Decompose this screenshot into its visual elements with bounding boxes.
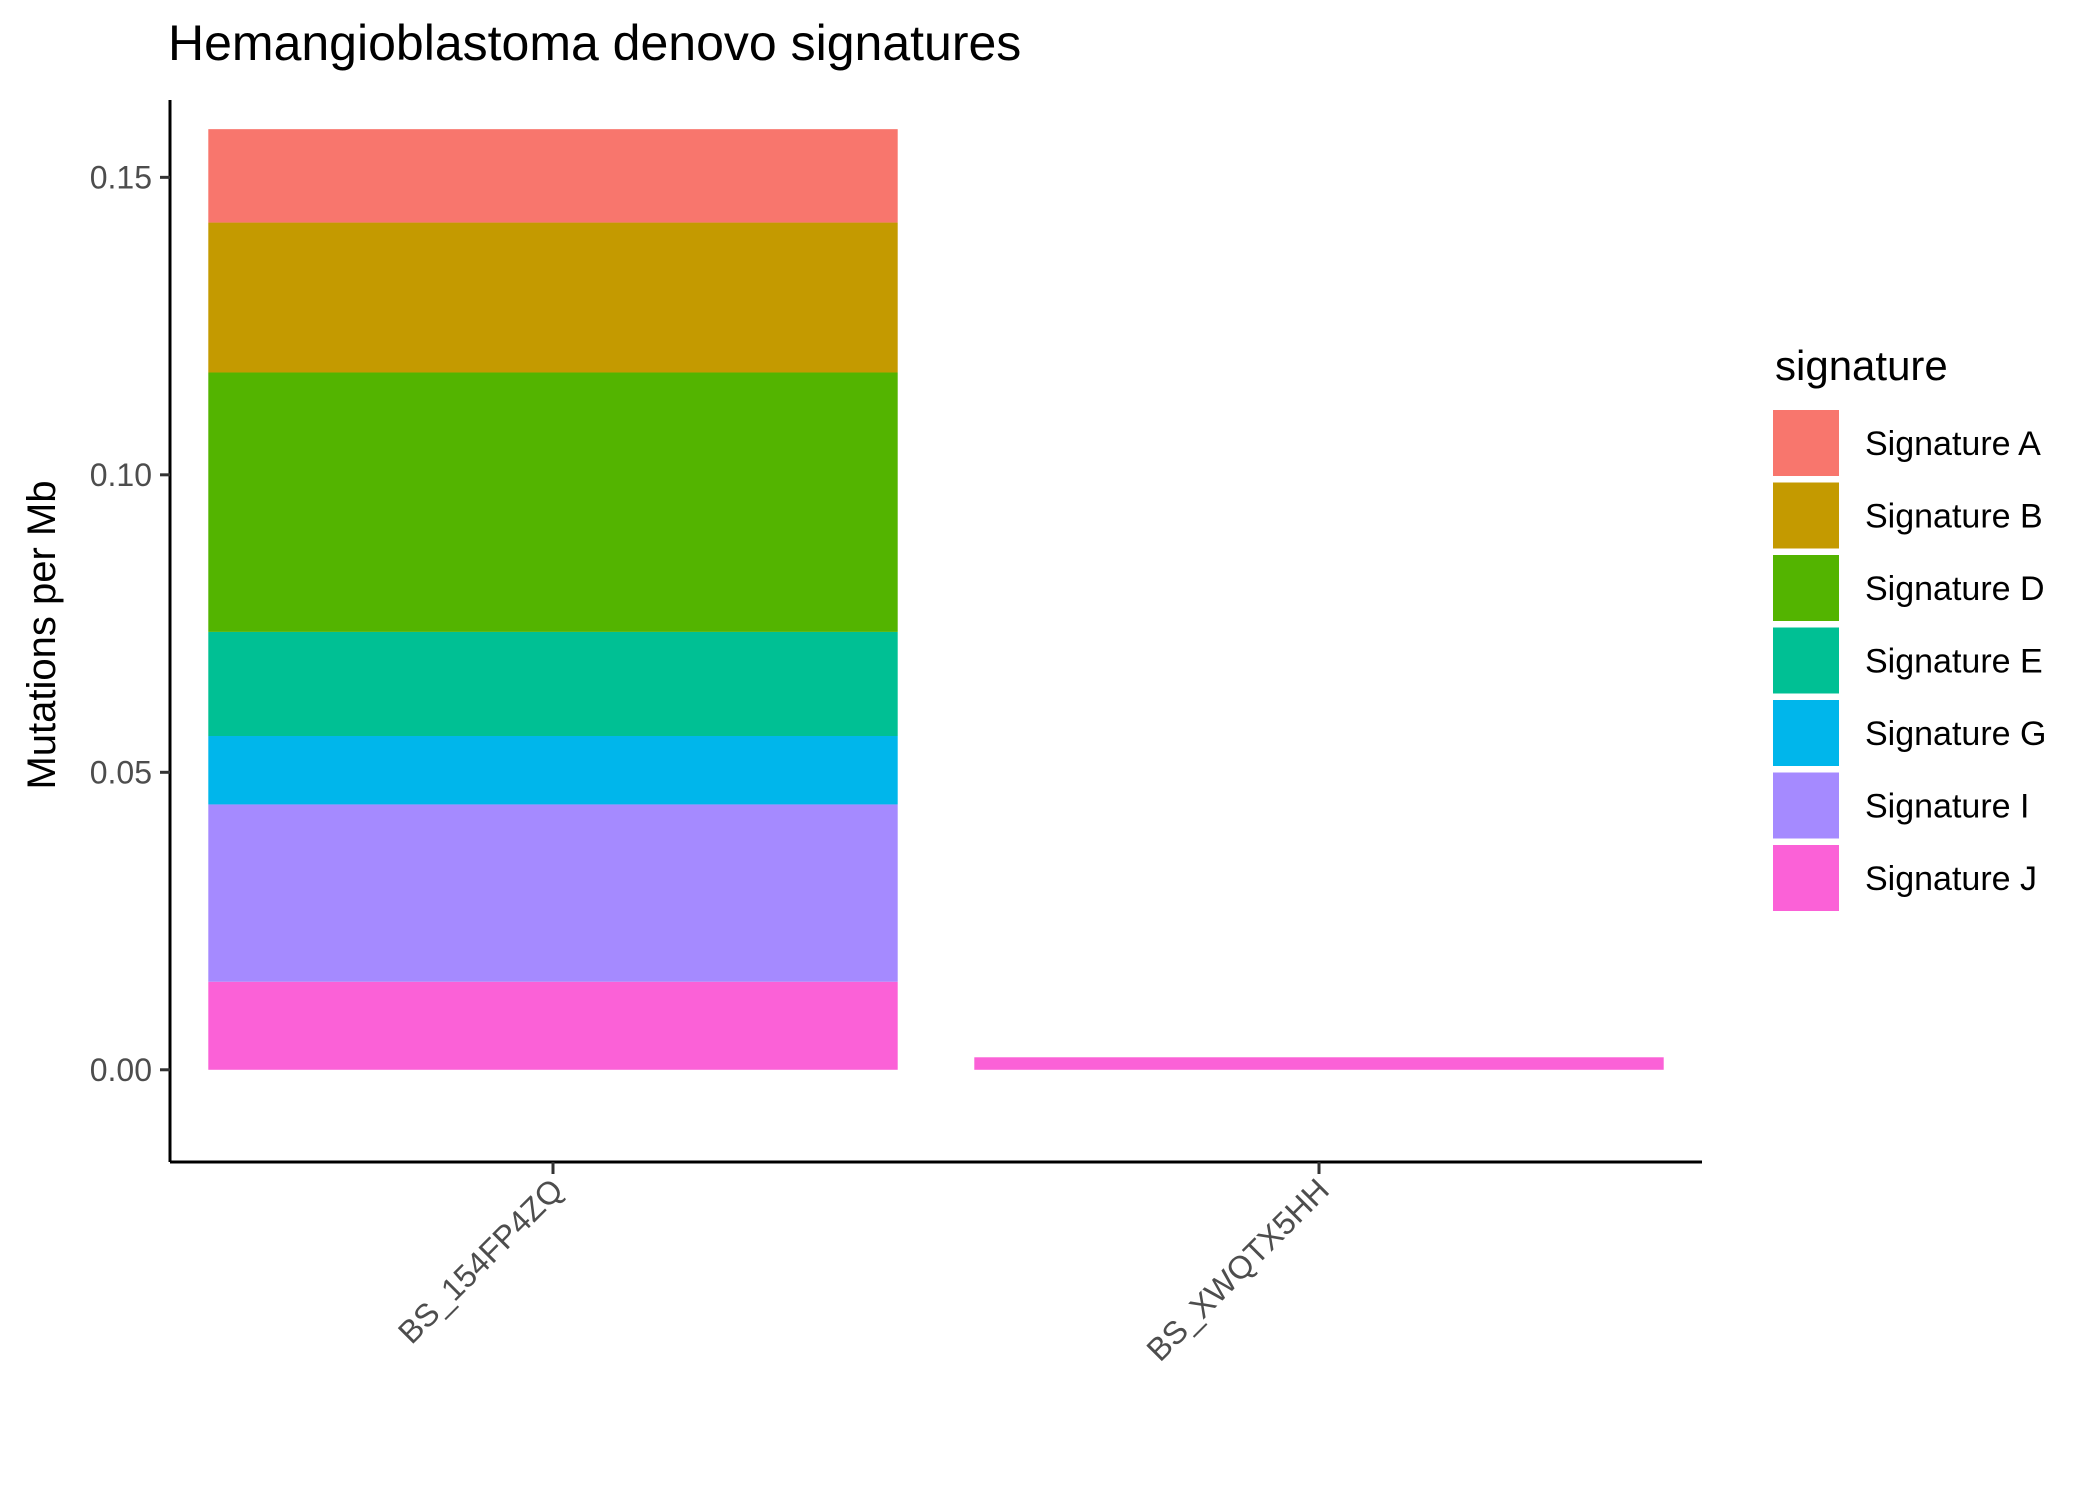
bar-segment <box>208 222 898 373</box>
legend-label: Signature I <box>1865 788 2029 826</box>
legend-label: Signature A <box>1865 425 2041 463</box>
legend-title: signature <box>1775 342 1948 389</box>
legend-key <box>1773 772 1839 839</box>
legend-label: Signature J <box>1865 860 2037 898</box>
bar-segment <box>208 736 898 805</box>
legend-label: Signature B <box>1865 498 2043 536</box>
y-tick-label: 0.15 <box>90 159 152 195</box>
legend-label: Signature G <box>1865 715 2046 753</box>
legend-key <box>1773 700 1839 766</box>
y-tick-label: 0.05 <box>90 754 152 790</box>
bar-segment <box>208 129 898 223</box>
legend-key <box>1773 482 1839 549</box>
y-tick-label: 0.00 <box>90 1052 152 1088</box>
legend-key <box>1773 845 1839 911</box>
bar-segment <box>208 804 898 982</box>
x-tick-label: BS_154FP4ZQ <box>391 1171 570 1350</box>
legend-label: Signature E <box>1865 643 2043 681</box>
legend: signature Signature A Signature B Signatur… <box>1773 342 2046 911</box>
y-axis-label: Mutations per Mb <box>20 480 64 789</box>
legend-key <box>1773 627 1839 694</box>
bar-segment <box>208 981 898 1070</box>
legend-label: Signature D <box>1865 570 2045 608</box>
bar-segment <box>974 1057 1664 1070</box>
legend-key <box>1773 410 1839 476</box>
bar-segment <box>208 631 898 737</box>
bars-layer <box>208 129 1664 1070</box>
bar-segment <box>208 372 898 632</box>
chart-title: Hemangioblastoma denovo signatures <box>168 15 1021 71</box>
x-tick-label: BS_XWQTX5HH <box>1139 1171 1335 1367</box>
legend-key <box>1773 555 1839 621</box>
y-tick-label: 0.10 <box>90 457 152 493</box>
